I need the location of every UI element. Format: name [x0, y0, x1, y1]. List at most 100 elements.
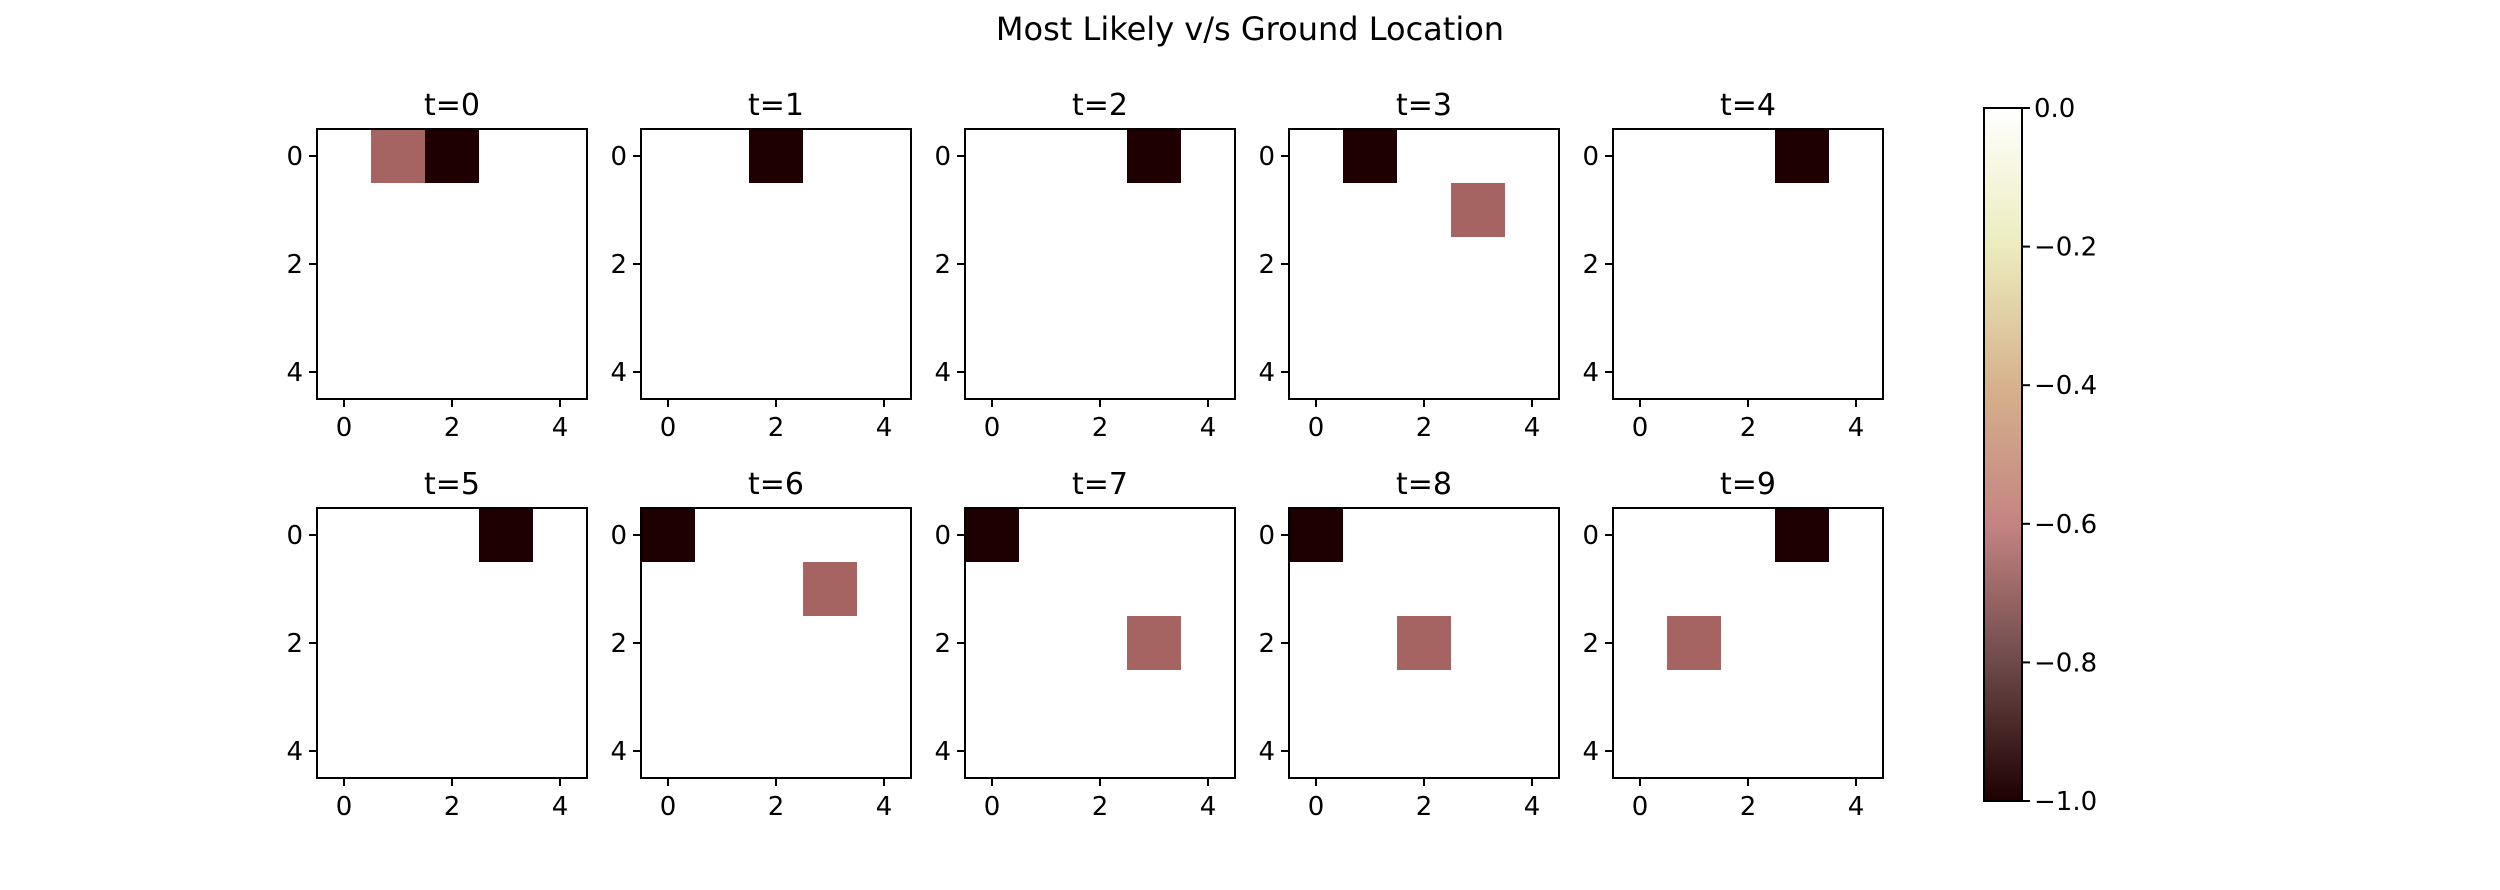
x-tick-label: 0 [1308, 413, 1325, 443]
x-tick-label: 4 [1200, 413, 1217, 443]
x-tick-label: 2 [1416, 413, 1433, 443]
colorbar-tick-label: 0.0 [2034, 94, 2075, 124]
y-tick-label: 2 [286, 250, 303, 280]
y-tick-label: 4 [934, 737, 951, 767]
heatmap-cell [1127, 616, 1181, 670]
x-tick-label: 4 [1524, 413, 1541, 443]
y-tick-label: 2 [934, 250, 951, 280]
heatmap-cell [1451, 183, 1505, 237]
heatmap-cell [641, 508, 695, 562]
x-tick-label: 0 [984, 792, 1001, 822]
x-tick-label: 4 [876, 413, 893, 443]
heatmap-panel: t=4 0 2 4 0 2 4 [1582, 88, 1884, 443]
heatmap-cell [479, 508, 533, 562]
y-tick-label: 2 [1582, 629, 1599, 659]
y-tick-label: 4 [1582, 358, 1599, 388]
panel-background [1289, 129, 1559, 399]
y-tick-label: 2 [1258, 250, 1275, 280]
x-tick-label: 2 [1092, 792, 1109, 822]
y-tick-label: 0 [610, 142, 627, 172]
colorbar-fill [1984, 108, 2022, 801]
x-tick-label: 0 [1632, 792, 1649, 822]
x-tick-label: 4 [1848, 792, 1865, 822]
x-tick-label: 4 [552, 792, 569, 822]
y-tick-label: 2 [1582, 250, 1599, 280]
x-tick-label: 4 [876, 792, 893, 822]
heatmap-cell [1775, 129, 1829, 183]
colorbar: 0.0 −0.2 −0.4 −0.6 −0.8 −1.0 [1983, 94, 2097, 817]
heatmap-panel: t=3 0 2 4 0 2 4 [1258, 88, 1560, 443]
panel-title: t=8 [1396, 467, 1452, 502]
panel-title: t=5 [424, 467, 480, 502]
panel-title: t=1 [748, 88, 804, 123]
y-tick-label: 0 [286, 142, 303, 172]
x-tick-label: 0 [660, 413, 677, 443]
x-tick-label: 0 [660, 792, 677, 822]
heatmap-cell [1343, 129, 1397, 183]
y-tick-label: 2 [610, 250, 627, 280]
panel-title: t=7 [1072, 467, 1128, 502]
x-tick-label: 4 [1524, 792, 1541, 822]
y-tick-label: 0 [1258, 142, 1275, 172]
y-tick-label: 0 [286, 521, 303, 551]
panel-title: t=4 [1720, 88, 1776, 123]
heatmap-cell [1289, 508, 1343, 562]
y-tick-label: 2 [286, 629, 303, 659]
y-tick-label: 2 [934, 629, 951, 659]
heatmap-cell [749, 129, 803, 183]
x-tick-label: 4 [1848, 413, 1865, 443]
colorbar-tick-label: −1.0 [2034, 787, 2097, 817]
heatmap-panel: t=2 0 2 4 0 2 4 [934, 88, 1236, 443]
y-tick-label: 4 [934, 358, 951, 388]
x-tick-label: 2 [1416, 792, 1433, 822]
heatmap-cell [425, 129, 479, 183]
heatmap-panel: t=1 0 2 4 0 2 4 [610, 88, 912, 443]
colorbar-frame [1983, 107, 2023, 802]
y-tick-label: 0 [1582, 521, 1599, 551]
x-tick-label: 4 [552, 413, 569, 443]
heatmap-panel: t=6 0 2 4 0 2 4 [610, 467, 912, 822]
panel-title: t=9 [1720, 467, 1776, 502]
heatmap-panel: t=5 0 2 4 0 2 4 [286, 467, 588, 822]
heatmap-cell [1667, 616, 1721, 670]
colorbar-tick-label: −0.4 [2034, 371, 2097, 401]
y-tick-label: 4 [1258, 358, 1275, 388]
colorbar-tick-label: −0.2 [2034, 233, 2097, 263]
panel-title: t=0 [424, 88, 480, 123]
heatmap-panel: t=0 0 2 4 0 2 4 [286, 88, 588, 443]
y-tick-label: 4 [610, 737, 627, 767]
x-tick-label: 0 [336, 792, 353, 822]
y-tick-label: 0 [934, 142, 951, 172]
heatmap-cell [803, 562, 857, 616]
x-tick-label: 0 [336, 413, 353, 443]
y-tick-label: 4 [1582, 737, 1599, 767]
colorbar-tick-label: −0.8 [2034, 648, 2097, 678]
x-tick-label: 0 [984, 413, 1001, 443]
y-tick-label: 4 [610, 358, 627, 388]
x-tick-label: 2 [444, 413, 461, 443]
panel-background [317, 508, 587, 778]
heatmap-panels: t=0 0 2 4 0 2 4 t=1 0 2 4 0 2 4 t=2 0 2 4 0 2 4 t=3 0 2 4 0 2 4 t=4 0… [286, 88, 1884, 822]
panel-title: t=2 [1072, 88, 1128, 123]
y-tick-label: 2 [610, 629, 627, 659]
heatmap-cell [1127, 129, 1181, 183]
heatmap-cell [371, 129, 425, 183]
y-tick-label: 0 [934, 521, 951, 551]
x-tick-label: 2 [1740, 792, 1757, 822]
y-tick-label: 2 [1258, 629, 1275, 659]
x-tick-label: 2 [768, 792, 785, 822]
x-tick-label: 2 [444, 792, 461, 822]
panel-background [1613, 129, 1883, 399]
heatmap-cell [965, 508, 1019, 562]
heatmap-panel: t=9 0 2 4 0 2 4 [1582, 467, 1884, 822]
y-tick-label: 4 [286, 737, 303, 767]
x-tick-label: 0 [1632, 413, 1649, 443]
x-tick-label: 2 [1092, 413, 1109, 443]
x-tick-label: 2 [768, 413, 785, 443]
panel-title: t=6 [748, 467, 804, 502]
panel-title: t=3 [1396, 88, 1452, 123]
x-tick-label: 0 [1308, 792, 1325, 822]
figure-suptitle: Most Likely v/s Ground Location [996, 10, 1504, 48]
heatmap-panel: t=7 0 2 4 0 2 4 [934, 467, 1236, 822]
y-tick-label: 0 [610, 521, 627, 551]
